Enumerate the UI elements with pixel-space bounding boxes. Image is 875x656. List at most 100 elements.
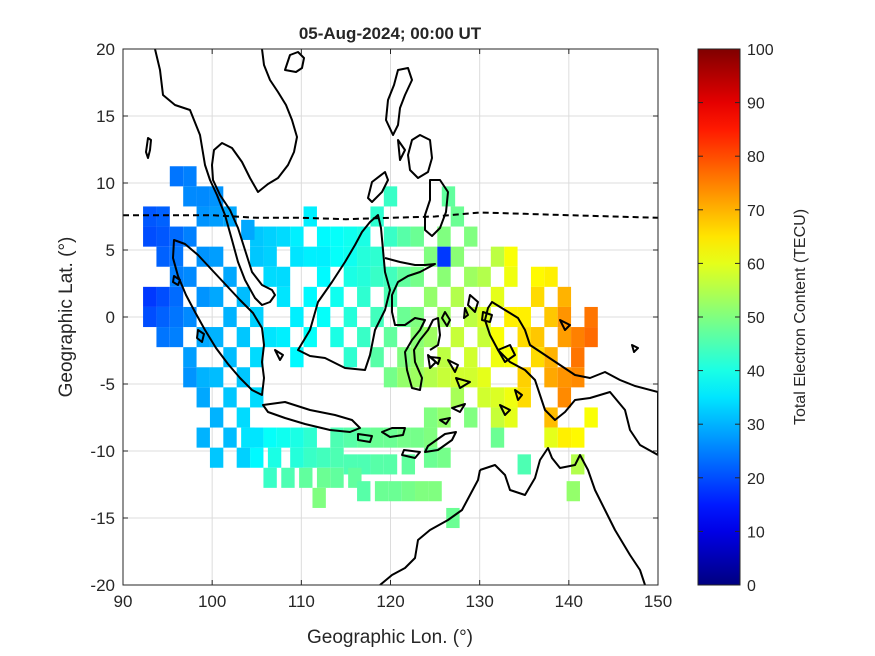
tec-cell: [169, 246, 184, 267]
tec-cell: [156, 327, 170, 348]
tec-cell: [544, 306, 558, 328]
tec-cell: [423, 327, 438, 348]
tec-cell: [446, 507, 460, 529]
tec-cell: [530, 286, 545, 307]
y-axis-label: Geographic Lat. (°): [56, 237, 77, 398]
y-tick-label: -20: [90, 576, 115, 595]
tec-cell: [263, 246, 277, 267]
tec-cell: [571, 427, 585, 448]
tec-cell: [504, 266, 518, 287]
tec-cell: [437, 447, 451, 468]
tec-cell: [330, 226, 344, 247]
tec-cell: [303, 286, 317, 307]
tec-cell: [156, 246, 170, 267]
tec-cell: [566, 481, 580, 502]
tec-cell: [423, 447, 438, 468]
colorbar-tick-label: 70: [747, 203, 765, 220]
tec-cell: [357, 286, 371, 307]
tec-cell: [196, 286, 210, 307]
tec-cell: [223, 427, 237, 448]
tec-cell: [169, 306, 184, 328]
tec-cell: [196, 206, 210, 227]
tec-cell: [290, 347, 304, 368]
tec-cell: [383, 186, 398, 207]
tec-cell: [183, 347, 197, 368]
tec-cell: [263, 327, 277, 348]
tec-cell: [281, 467, 295, 488]
tec-cell: [490, 407, 505, 428]
tec-cell: [169, 327, 184, 348]
x-tick-label: 150: [644, 592, 672, 611]
tec-cell: [330, 467, 344, 488]
tec-cell: [397, 347, 411, 368]
tec-cell: [223, 387, 237, 408]
tec-cell: [544, 347, 558, 368]
tec-cell: [250, 347, 264, 368]
tec-cell: [343, 246, 358, 267]
tec-cell: [143, 206, 157, 227]
tec-cell: [410, 266, 424, 287]
tec-cell: [290, 447, 304, 468]
tec-cell: [397, 266, 411, 287]
tec-cell: [143, 286, 157, 307]
tec-cell: [437, 306, 451, 328]
tec-cell: [530, 266, 545, 287]
axis-ticks: 90 100 110 120 130 140 150 20 15 10 5 0 -5 -10 -15 -20: [90, 40, 672, 611]
tec-cell: [437, 347, 451, 368]
tec-cell: [490, 387, 505, 408]
tec-cell: [370, 306, 384, 328]
tec-cell: [370, 266, 384, 287]
colorbar-tick-label: 60: [747, 256, 765, 273]
tec-cell: [236, 286, 251, 307]
tec-cell: [290, 226, 304, 247]
tec-cell: [276, 286, 291, 307]
x-axis-label: Geographic Lon. (°): [307, 627, 473, 648]
tec-cell: [267, 447, 282, 468]
tec-cell: [183, 186, 197, 207]
tec-cell: [490, 286, 505, 307]
tec-cell: [196, 246, 210, 267]
tec-cell: [183, 226, 197, 247]
x-tick-label: 90: [114, 592, 133, 611]
tec-cell: [209, 407, 224, 428]
tec-cell: [571, 454, 585, 475]
tec-cell: [316, 467, 331, 488]
tec-cell: [316, 266, 331, 287]
tec-cell: [183, 367, 197, 388]
tec-cell: [450, 327, 465, 348]
tec-cell: [437, 246, 451, 267]
tec-cell: [156, 286, 170, 307]
y-tick-label: 15: [96, 107, 115, 126]
tec-cell: [544, 367, 558, 388]
tec-cell: [370, 454, 384, 475]
tec-cell: [383, 327, 398, 348]
tec-cell: [209, 367, 224, 388]
tec-cell: [303, 327, 317, 348]
tec-cell: [276, 327, 291, 348]
tec-cell: [183, 266, 197, 287]
tec-cell: [401, 454, 416, 475]
tec-cell: [397, 306, 411, 328]
coastline: [145, 49, 658, 585]
x-tick-label: 100: [198, 592, 226, 611]
tec-cell: [241, 219, 255, 240]
tec-cell: [397, 427, 411, 448]
tec-cell: [169, 286, 184, 307]
tec-cell: [196, 186, 210, 207]
tec-cell: [423, 367, 438, 388]
y-tick-label: -5: [100, 375, 115, 394]
tec-cell: [504, 387, 518, 408]
x-tick-label: 120: [376, 592, 404, 611]
tec-cell: [330, 246, 344, 267]
tec-cell: [383, 226, 398, 247]
x-tick-label: 110: [288, 592, 315, 611]
tec-cell: [343, 306, 358, 328]
tec-cell: [290, 427, 304, 448]
tec-cell: [236, 327, 251, 348]
tec-cell: [276, 427, 291, 448]
tec-cell: [401, 481, 416, 502]
tec-cell: [423, 246, 438, 267]
tec-cell: [357, 481, 371, 502]
tec-cell: [544, 266, 558, 287]
